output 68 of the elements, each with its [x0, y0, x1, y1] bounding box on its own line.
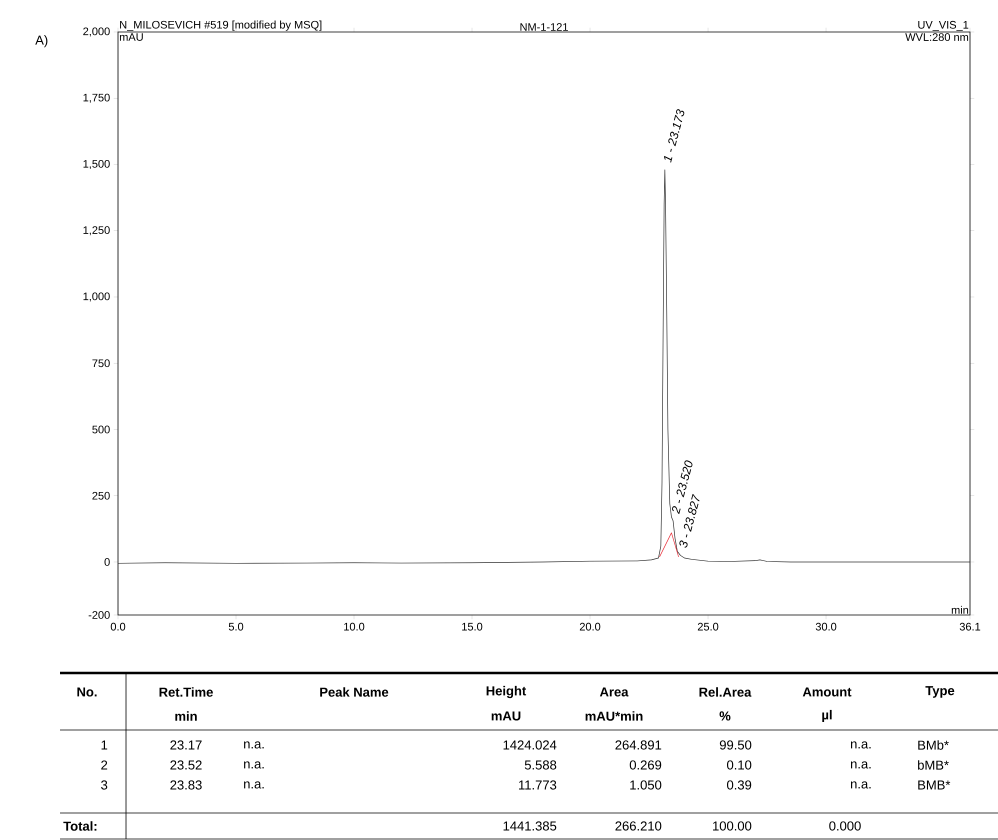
y-tick-label: 1,000: [84, 292, 110, 302]
y-tick-label: 1,250: [84, 226, 110, 236]
text: n.a.: [850, 761, 871, 769]
text: Amount: [802, 687, 852, 697]
text: BMb*: [918, 740, 949, 750]
text: 23.17: [170, 740, 202, 750]
y-tick-label: 2,000: [83, 27, 110, 37]
text: 0.000: [829, 821, 861, 831]
y-tick-label: 0: [104, 558, 110, 566]
chart-title: N_MILOSEVICH #519 [modified by MSQ]: [120, 20, 322, 31]
text: bMB*: [918, 760, 949, 770]
text: n.a.: [850, 741, 871, 749]
x-tick-label: 30.0: [816, 622, 836, 631]
text: 1424.024: [504, 740, 556, 750]
y-tick-label: 750: [92, 359, 110, 368]
text: Ret.Time: [160, 687, 213, 697]
text: Area: [600, 687, 629, 697]
x-axis-title: min: [952, 606, 968, 614]
x-tick-label: 0.0: [110, 622, 126, 631]
text: 100.00: [713, 821, 752, 831]
text: %: [720, 711, 730, 721]
text: n.a.: [244, 741, 264, 749]
chart-subtitle: NM-1-121: [520, 23, 568, 31]
text: 0.39: [727, 780, 752, 790]
text: Total:: [63, 821, 96, 831]
text: n.a.: [244, 781, 264, 789]
x-tick-label: 5.0: [228, 622, 244, 631]
text: Type: [925, 686, 954, 698]
text: 23.52: [170, 760, 202, 770]
text: min: [175, 711, 197, 721]
y-tick-label: 1,750: [84, 94, 110, 103]
x-tick-label: 15.0: [462, 622, 482, 631]
annotation: 1 - 23.173: [664, 109, 684, 163]
x-tick-label: 20.0: [580, 622, 600, 631]
text: 264.891: [615, 740, 662, 750]
text: n.a.: [244, 761, 264, 769]
text: 11.773: [519, 780, 556, 790]
y-axis-title: mAU: [120, 33, 143, 41]
text: No.: [77, 687, 97, 697]
text: 1441.385: [504, 821, 556, 831]
text: Peak Name: [320, 687, 388, 697]
x-tick-label: 10.0: [344, 622, 364, 631]
x-tick-label: 25.0: [698, 622, 718, 631]
text: Height: [486, 686, 526, 698]
text: A): [35, 35, 48, 48]
text: n.a.: [850, 781, 871, 789]
text: mAU*min: [586, 711, 642, 721]
y-tick-label: 250: [92, 492, 110, 500]
text: 3: [101, 780, 108, 790]
text: Rel.Area: [699, 687, 752, 697]
text: BMB*: [918, 780, 950, 790]
text: 266.210: [615, 821, 662, 831]
text: 2: [101, 760, 108, 770]
text: 1: [102, 740, 108, 750]
x-tick-label: 36.1: [960, 622, 980, 631]
text: µl: [822, 710, 832, 722]
y-tick-label: -200: [88, 611, 110, 619]
text: UV_VIS_1: [918, 20, 968, 31]
text: 1.050: [630, 780, 662, 790]
text: 99.50: [720, 740, 752, 750]
y-tick-label: 500: [92, 426, 110, 434]
text: 0.269: [630, 760, 662, 770]
annotation: WVL:280 nm: [905, 33, 968, 41]
text: 5.588: [524, 760, 556, 770]
text: 23.83: [170, 780, 202, 790]
text: mAU: [492, 711, 520, 721]
text: 0.10: [727, 760, 752, 770]
y-tick-label: 1,500: [84, 160, 110, 170]
